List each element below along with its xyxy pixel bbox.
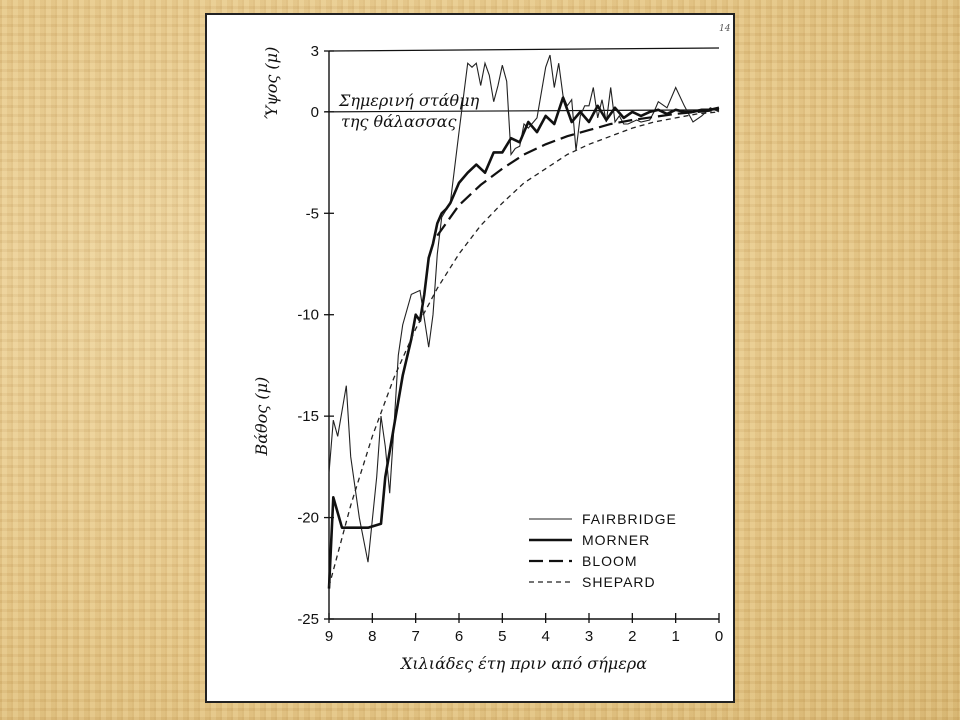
sea-level-chart: 14 3 0 -5 -10 -15 -20 -25 9 8 7 6 5 4 3 2 1 0 Σημερινή σ… bbox=[252, 24, 731, 673]
chart-paper: 14 3 0 -5 -10 -15 -20 -25 9 8 7 6 5 4 3 2 1 0 Σημερινή σ… bbox=[205, 13, 735, 703]
x-tick-label: 4 bbox=[541, 628, 549, 645]
x-tick-label: 9 bbox=[325, 628, 333, 645]
y-tick-label: -10 bbox=[297, 307, 319, 324]
chart-axes: 3 0 -5 -10 -15 -20 -25 9 8 7 6 5 4 3 2 1 0 bbox=[297, 43, 723, 645]
legend-label-morner: MORNER bbox=[582, 532, 650, 548]
y-axis-title-bottom: Βάθος (μ) bbox=[252, 377, 271, 457]
y-tick-label: -5 bbox=[306, 205, 319, 222]
chart-legend: FAIRBRIDGE MORNER BLOOM SHEPARD bbox=[529, 511, 677, 590]
x-tick-label: 7 bbox=[411, 628, 419, 645]
y-axis-title-top: Ύψος (μ) bbox=[262, 47, 281, 120]
y-tick-label: -25 bbox=[297, 611, 319, 628]
page-number: 14 bbox=[719, 24, 731, 34]
series-line-bloom bbox=[436, 108, 720, 237]
legend-label-fairbridge: FAIRBRIDGE bbox=[582, 511, 677, 527]
chart-labels: Σημερινή στάθμη της θάλασσας Ύψος (μ) Βάθος… bbox=[252, 47, 647, 673]
x-tick-label: 0 bbox=[715, 628, 723, 645]
x-tick-label: 2 bbox=[628, 628, 636, 645]
x-tick-label: 5 bbox=[498, 628, 506, 645]
x-tick-label: 3 bbox=[585, 628, 593, 645]
top-frame-line bbox=[328, 47, 720, 52]
x-axis-title: Χιλιάδες έτη πριν από σήμερα bbox=[399, 654, 647, 673]
x-tick-label: 1 bbox=[671, 628, 679, 645]
x-tick-label: 6 bbox=[455, 628, 463, 645]
reference-label-line1: Σημερινή στάθμη bbox=[338, 91, 480, 110]
y-tick-label: 3 bbox=[311, 43, 319, 60]
series-line-shepard bbox=[328, 111, 720, 587]
x-tick-label: 8 bbox=[368, 628, 376, 645]
y-tick-label: -15 bbox=[297, 408, 319, 425]
legend-label-bloom: BLOOM bbox=[582, 553, 638, 569]
y-tick-label: 0 bbox=[311, 104, 319, 121]
chart-series bbox=[327, 54, 720, 589]
y-tick-label: -20 bbox=[297, 510, 319, 527]
reference-label-line2: της θάλασσας bbox=[341, 112, 457, 131]
series-line-fairbridge bbox=[328, 54, 720, 563]
series-line-morner bbox=[327, 96, 720, 589]
legend-label-shepard: SHEPARD bbox=[582, 574, 656, 590]
